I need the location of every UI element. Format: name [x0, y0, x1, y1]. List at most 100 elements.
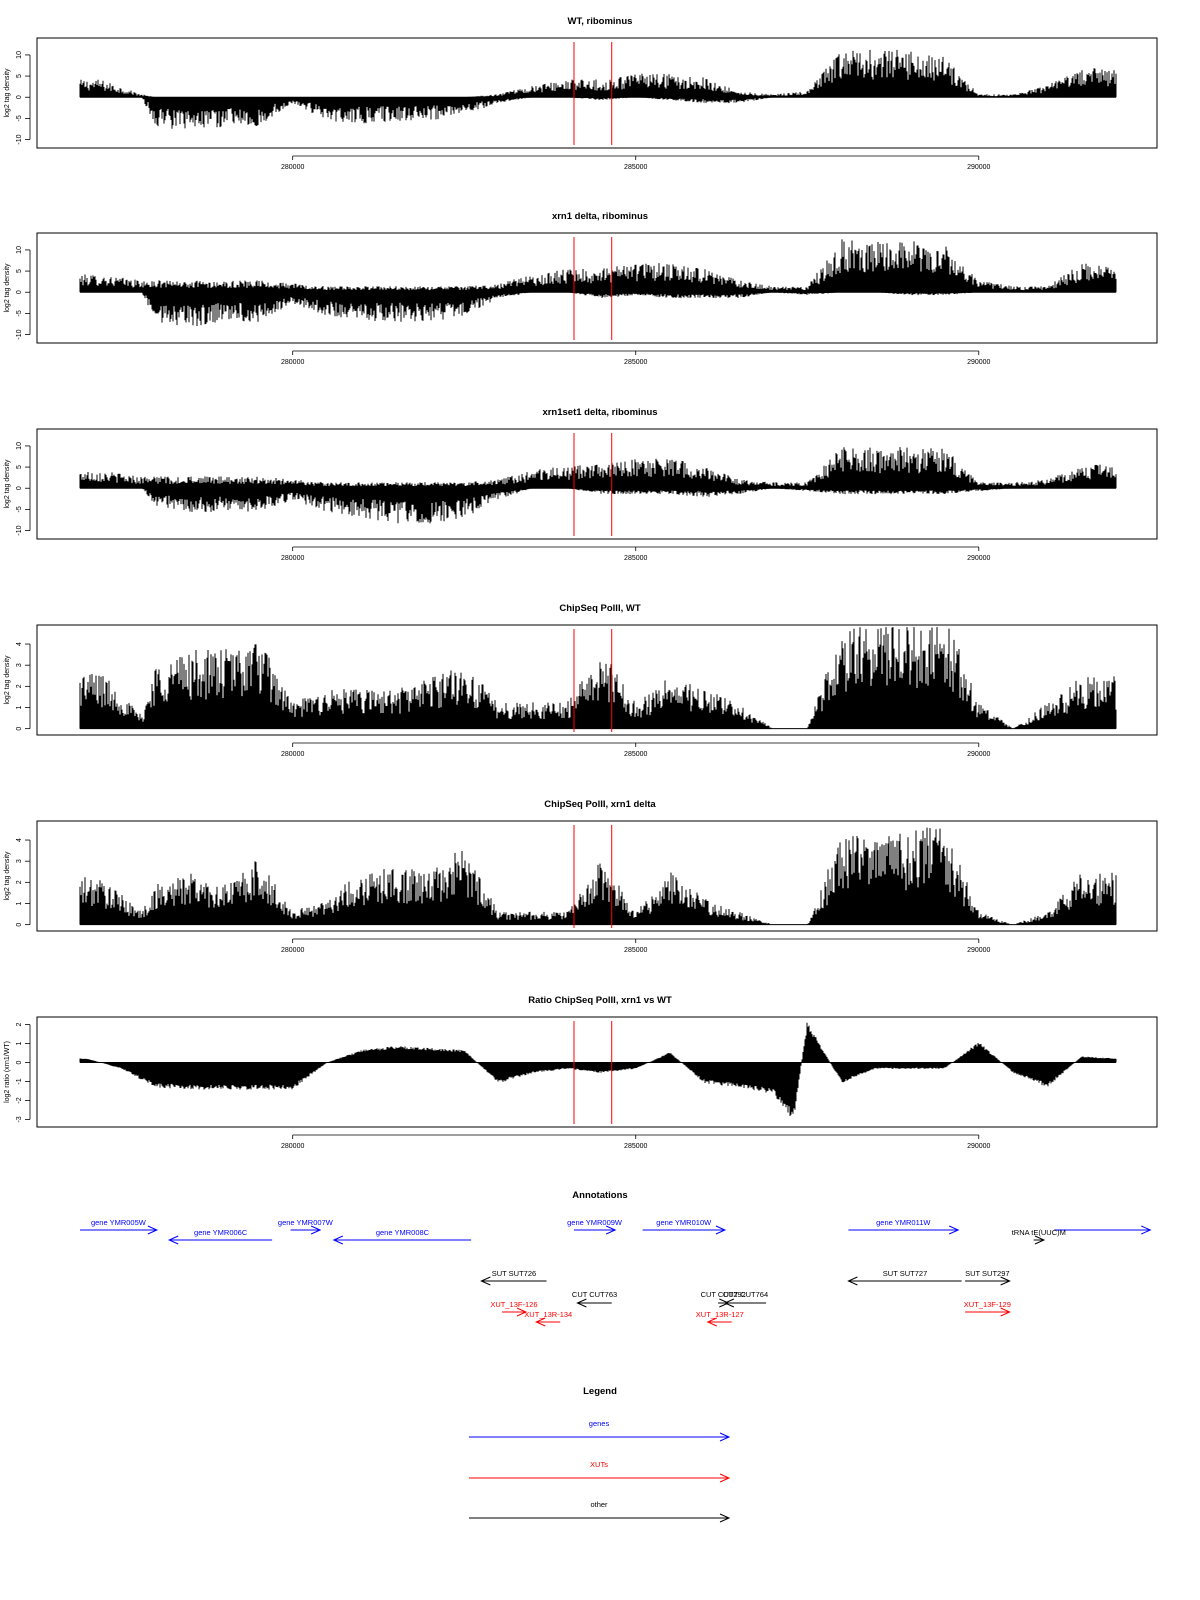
y-tick-label: -5: [16, 115, 23, 121]
arrow-head: [535, 1317, 546, 1327]
arrow-head: [576, 1298, 587, 1308]
x-tick-label: 280000: [281, 947, 304, 954]
y-tick-label: 1: [16, 705, 23, 709]
arrow-head: [723, 1298, 735, 1308]
annotation-xut: XUT_13R-127: [696, 1310, 744, 1327]
annotation-other: CUT CUT764: [723, 1290, 768, 1308]
annotation-gene: gene YMR010W: [642, 1218, 727, 1235]
y-tick-label: 0: [16, 290, 23, 294]
y-tick-label: 3: [16, 859, 23, 863]
arrow-head: [719, 1432, 731, 1442]
arrow-head: [516, 1307, 528, 1317]
y-axis-label: log2 ratio (xrn1/WT): [4, 1041, 11, 1103]
annotation-label: CUT CUT764: [723, 1290, 768, 1299]
y-tick-label: 10: [16, 246, 23, 254]
y-tick-label: 0: [16, 727, 23, 731]
x-tick-label: 290000: [967, 164, 990, 171]
arrow-head: [310, 1225, 322, 1235]
annotation-label: SUT SUT297: [965, 1269, 1009, 1278]
annotation-label: gene YMR010W: [656, 1218, 712, 1227]
plot-frame: [36, 232, 1158, 344]
arrow-head: [719, 1513, 731, 1523]
annotation-other: tRNA tE(UUC)M: [1012, 1228, 1066, 1245]
y-tick-label: 4: [16, 838, 23, 842]
y-axis-label: log2 tag density: [4, 263, 11, 313]
annotation-label: gene YMR009W: [567, 1218, 623, 1227]
plot-frame: [36, 820, 1158, 932]
x-tick-label: 280000: [281, 359, 304, 366]
y-axis-label: log2 tag density: [4, 655, 11, 705]
y-tick-label: -5: [16, 506, 23, 512]
annotation-other: CUT CUT763: [572, 1290, 617, 1308]
annotation-label: CUT CUT763: [572, 1290, 617, 1299]
y-axis-label: log2 tag density: [4, 68, 11, 118]
arrow-head: [1034, 1235, 1046, 1245]
y-tick-label: 0: [16, 923, 23, 927]
y-tick-label: 2: [16, 880, 23, 884]
y-axis-label: log2 tag density: [4, 851, 11, 901]
y-tick-label: 3: [16, 663, 23, 667]
annotation-label: gene YMR006C: [194, 1228, 248, 1237]
annotation-gene: gene YMR007W: [278, 1218, 334, 1235]
panel-6: Ratio ChipSeq PolII, xrn1 vs WT -3 -2 -1 0 1 2…: [4, 995, 1158, 1150]
x-tick-label: 285000: [624, 555, 647, 562]
y-tick-label: 5: [16, 269, 23, 273]
x-tick-label: 285000: [624, 751, 647, 758]
y-axis-label: log2 tag density: [4, 459, 11, 509]
panel-title: Ratio ChipSeq PolII, xrn1 vs WT: [528, 995, 672, 1006]
legend-label: genes: [589, 1419, 610, 1428]
annotation-label: gene YMR011W: [876, 1218, 931, 1227]
panel-4: ChipSeq PolII, WT 0 1 2 3 4 log2 tag density 28…: [4, 603, 1158, 758]
x-tick-label: 290000: [967, 751, 990, 758]
x-tick-label: 280000: [281, 555, 304, 562]
y-tick-label: -2: [16, 1097, 23, 1103]
y-tick-label: -3: [16, 1116, 23, 1122]
annotation-other: SUT SUT297: [965, 1269, 1011, 1286]
annotation-label: gene YMR007W: [278, 1218, 334, 1227]
plot-frame: [36, 428, 1158, 540]
y-tick-label: 5: [16, 74, 23, 78]
x-tick-label: 280000: [281, 751, 304, 758]
y-tick-label: -10: [16, 525, 23, 535]
annotation-label: tRNA tE(UUC)M: [1012, 1228, 1066, 1237]
annotation-xut: XUT_13R-134: [524, 1310, 572, 1327]
x-tick-label: 290000: [967, 555, 990, 562]
plot-frame: [36, 1016, 1158, 1128]
panel-3: xrn1set1 delta, ribominus -10 -5 0 5 10 log2 t…: [4, 407, 1158, 562]
legend-item-other: other: [469, 1500, 731, 1523]
panel-title: xrn1set1 delta, ribominus: [542, 407, 657, 418]
arrow-head: [715, 1225, 727, 1235]
arrow-head: [605, 1225, 617, 1235]
arrow-head: [147, 1225, 159, 1235]
x-tick-label: 285000: [624, 359, 647, 366]
annotations-title: Annotations: [572, 1190, 627, 1201]
y-tick-label: 0: [16, 1060, 23, 1064]
legend-label: XUTs: [590, 1460, 608, 1469]
x-tick-label: 290000: [967, 1143, 990, 1150]
y-tick-label: 0: [16, 486, 23, 490]
y-tick-label: -1: [16, 1078, 23, 1084]
panel-title: ChipSeq PolII, WT: [559, 603, 640, 614]
annotations-panel: Annotations gene YMR005W gene YMR006C gene …: [80, 1190, 1152, 1327]
panel-title: xrn1 delta, ribominus: [552, 211, 648, 222]
legend-panel: Legend genes XUTs other: [469, 1386, 731, 1523]
annotation-label: XUT_13R-127: [696, 1310, 744, 1319]
y-tick-label: 4: [16, 642, 23, 646]
annotation-other: SUT SUT726: [480, 1269, 547, 1286]
arrow-head: [1000, 1307, 1011, 1317]
legend-title: Legend: [583, 1386, 617, 1397]
x-tick-label: 280000: [281, 164, 304, 171]
arrow-head: [706, 1317, 717, 1327]
annotation-gene: gene YMR006C: [167, 1228, 273, 1245]
y-tick-label: -10: [16, 134, 23, 144]
legend-label: other: [590, 1500, 608, 1509]
x-tick-label: 290000: [967, 359, 990, 366]
y-tick-label: -10: [16, 329, 23, 339]
annotation-label: XUT_13R-134: [524, 1310, 572, 1319]
x-tick-label: 280000: [281, 1143, 304, 1150]
panel-title: ChipSeq PolII, xrn1 delta: [544, 799, 656, 810]
panel-1: WT, ribominus -10 -5 0 5 10 log2 tag density 28…: [4, 16, 1158, 171]
